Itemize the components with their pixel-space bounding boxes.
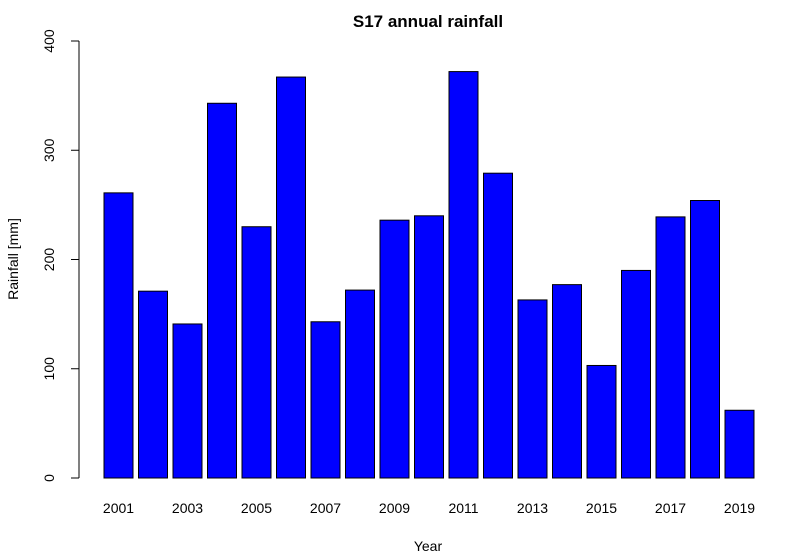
x-tick-label-2005: 2005 bbox=[241, 500, 272, 516]
bar-2011 bbox=[448, 71, 479, 479]
x-tick-label-2019: 2019 bbox=[724, 500, 755, 516]
y-tick-label-200: 200 bbox=[41, 248, 57, 272]
x-tick-label-2015: 2015 bbox=[586, 500, 617, 516]
bar-2013 bbox=[517, 299, 548, 479]
x-axis: 2001 2003 2005 2007 2009 2011 2013 2015 2017 2019 bbox=[103, 500, 755, 516]
y-axis: 0 100 200 300 400 bbox=[41, 29, 80, 482]
bar-2003 bbox=[172, 323, 203, 479]
bar-2010 bbox=[414, 215, 444, 479]
bar-2018 bbox=[690, 200, 720, 479]
y-tick-label-100: 100 bbox=[41, 357, 57, 381]
x-tick-label-2011: 2011 bbox=[448, 500, 478, 516]
bar-2016 bbox=[621, 269, 651, 479]
bar-2014 bbox=[552, 284, 582, 479]
x-tick-label-2007: 2007 bbox=[310, 500, 341, 516]
bar-2002 bbox=[138, 290, 168, 479]
bar-2009 bbox=[379, 219, 410, 479]
bar-2007 bbox=[310, 321, 341, 479]
x-tick-label-2017: 2017 bbox=[655, 500, 686, 516]
y-tick-label-400: 400 bbox=[41, 29, 57, 53]
bar-2008 bbox=[345, 289, 375, 479]
bars-layer bbox=[103, 71, 755, 479]
bar-2019 bbox=[724, 409, 755, 479]
x-tick-label-2001: 2001 bbox=[103, 500, 134, 516]
bar-2001 bbox=[103, 192, 134, 479]
y-tick-label-300: 300 bbox=[41, 138, 57, 162]
y-tick-label-0: 0 bbox=[41, 474, 57, 482]
x-tick-label-2013: 2013 bbox=[517, 500, 548, 516]
chart-title: S17 annual rainfall bbox=[353, 12, 503, 31]
bar-2006 bbox=[276, 76, 306, 479]
x-axis-label: Year bbox=[414, 538, 443, 554]
bar-2015 bbox=[586, 364, 617, 479]
bar-2012 bbox=[483, 172, 513, 479]
y-axis-label: Rainfall [mm] bbox=[5, 218, 21, 300]
bar-2004 bbox=[207, 102, 237, 479]
bar-2017 bbox=[655, 216, 686, 479]
bar-2005 bbox=[241, 226, 272, 479]
x-tick-label-2009: 2009 bbox=[379, 500, 410, 516]
x-tick-label-2003: 2003 bbox=[172, 500, 203, 516]
